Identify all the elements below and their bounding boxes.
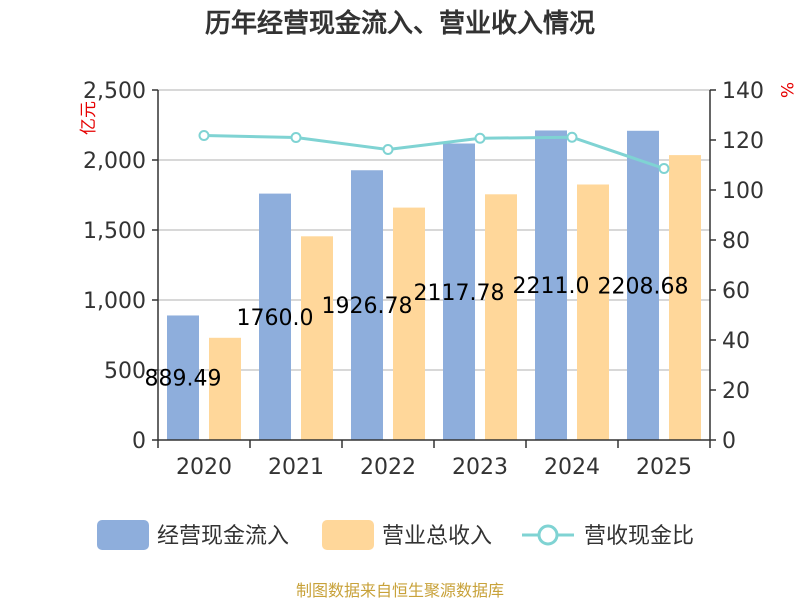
ratio-line-path (203, 134, 665, 170)
right-tick-label: 120 (722, 129, 764, 154)
legend-label-ratio: 营收现金比 (584, 524, 694, 549)
data-label: 1926.78 (322, 294, 413, 319)
bar-cash-inflow (443, 143, 475, 440)
left-tick-label: 0 (132, 429, 146, 454)
bar-revenue (485, 194, 517, 440)
right-tick-label: 80 (722, 229, 750, 254)
right-tick-label: 40 (722, 329, 750, 354)
ratio-point (566, 131, 578, 143)
right-tick-label: 0 (722, 429, 736, 454)
legend-marker-ratio (537, 524, 559, 546)
bar-revenue (209, 337, 241, 440)
right-tick-label: 140 (722, 79, 764, 104)
legend-label-cash-inflow: 经营现金流入 (157, 524, 289, 549)
bar-cash-inflow (259, 193, 291, 440)
axes: 0 500 1,000 1,500 2,000 2,500 0 20 40 60 80 100 120 1… (83, 79, 764, 480)
right-axis-unit: % (776, 82, 796, 98)
ratio-point (198, 130, 210, 141)
right-tick-label: 20 (722, 379, 750, 404)
bar-cash-inflow (351, 170, 383, 440)
bar-cash-inflow (535, 130, 567, 440)
left-tick-label: 1,500 (83, 219, 146, 244)
legend-swatch-revenue (322, 520, 374, 550)
gridlines (158, 89, 710, 371)
left-tick-label: 1,000 (83, 289, 146, 314)
x-tick-label: 2025 (636, 455, 692, 480)
legend: 经营现金流入 营业总收入 营收现金比 (97, 520, 694, 550)
left-tick-label: 2,500 (83, 79, 146, 104)
bar-revenue (669, 155, 701, 440)
legend-label-revenue: 营业总收入 (382, 524, 492, 549)
x-tick-label: 2024 (544, 455, 600, 480)
data-label: 2117.78 (414, 281, 505, 306)
data-label: 2208.68 (598, 274, 689, 299)
bar-cash-inflow (167, 315, 199, 440)
ratio-line (198, 130, 670, 174)
source-note: 制图数据来自恒生聚源数据库 (296, 581, 504, 600)
bar-cash-inflow (627, 130, 659, 441)
x-tick-label: 2022 (360, 455, 416, 480)
left-tick-label: 500 (104, 359, 146, 384)
right-tick-label: 100 (722, 179, 764, 204)
legend-swatch-cash-inflow (97, 520, 149, 550)
ratio-point (290, 132, 302, 143)
ratio-point (382, 144, 394, 155)
left-axis-unit: 亿元 (79, 101, 99, 135)
bars (167, 130, 701, 441)
data-label: 2211.0 (513, 274, 590, 299)
bar-revenue (577, 184, 609, 440)
right-tick-label: 60 (722, 279, 750, 304)
x-tick-label: 2023 (452, 455, 508, 480)
chart-title: 历年经营现金流入、营业收入情况 (205, 8, 595, 39)
data-label: 889.49 (145, 367, 222, 392)
x-tick-label: 2021 (268, 455, 324, 480)
x-tick-label: 2020 (176, 455, 232, 480)
bar-revenue (301, 236, 333, 440)
ratio-point (658, 163, 670, 174)
left-tick-label: 2,000 (83, 149, 146, 174)
data-label: 1760.0 (237, 306, 314, 331)
ratio-point (474, 132, 486, 144)
bar-revenue (393, 207, 425, 440)
